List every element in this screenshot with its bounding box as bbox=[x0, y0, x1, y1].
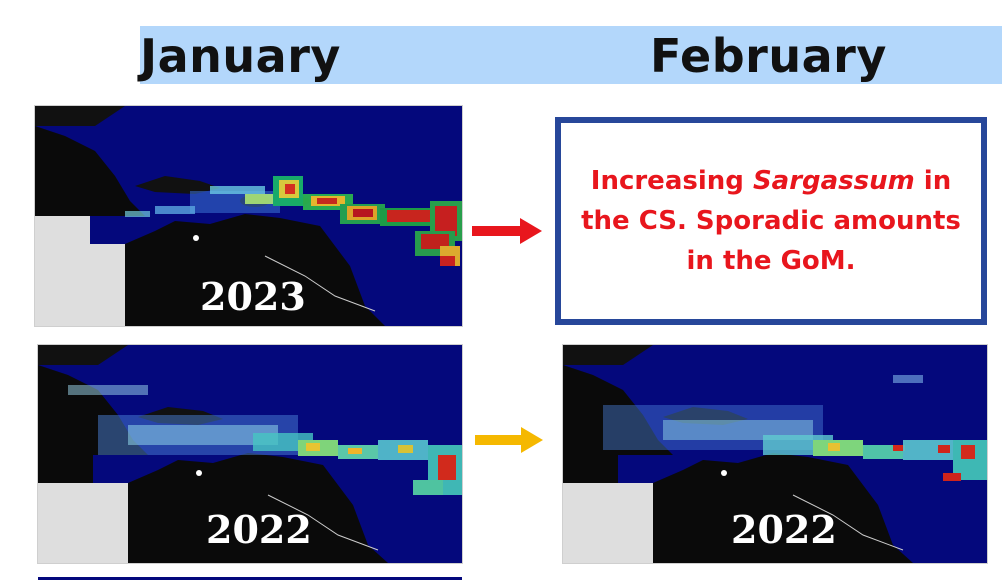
sargassum-map-february-2022: 2022 bbox=[563, 345, 987, 563]
note-suffix: in the CS. Sporadic amounts in the GoM. bbox=[581, 166, 961, 276]
year-label: 2023 bbox=[200, 274, 306, 319]
header-bar bbox=[140, 26, 1002, 84]
sargassum-map-january-2022: 2022 bbox=[38, 345, 462, 563]
january-heading: January bbox=[140, 29, 341, 83]
map-graphic bbox=[35, 106, 462, 326]
note-prefix: Increasing bbox=[590, 166, 753, 196]
sargassum-map-january-2023: 2023 bbox=[35, 106, 462, 326]
note-text: Increasing Sargassum in the CS. Sporadic… bbox=[561, 161, 981, 281]
arrow-right-red-icon bbox=[472, 218, 542, 244]
february-heading: February bbox=[650, 29, 887, 83]
note-box: Increasing Sargassum in the CS. Sporadic… bbox=[555, 117, 987, 325]
map-graphic bbox=[38, 345, 462, 563]
year-label: 2022 bbox=[206, 507, 312, 552]
note-emphasis: Sargassum bbox=[752, 166, 915, 196]
partial-map-strip bbox=[38, 577, 462, 580]
map-graphic bbox=[563, 345, 987, 563]
year-label: 2022 bbox=[731, 507, 837, 552]
arrow-right-yellow-icon bbox=[475, 427, 543, 453]
